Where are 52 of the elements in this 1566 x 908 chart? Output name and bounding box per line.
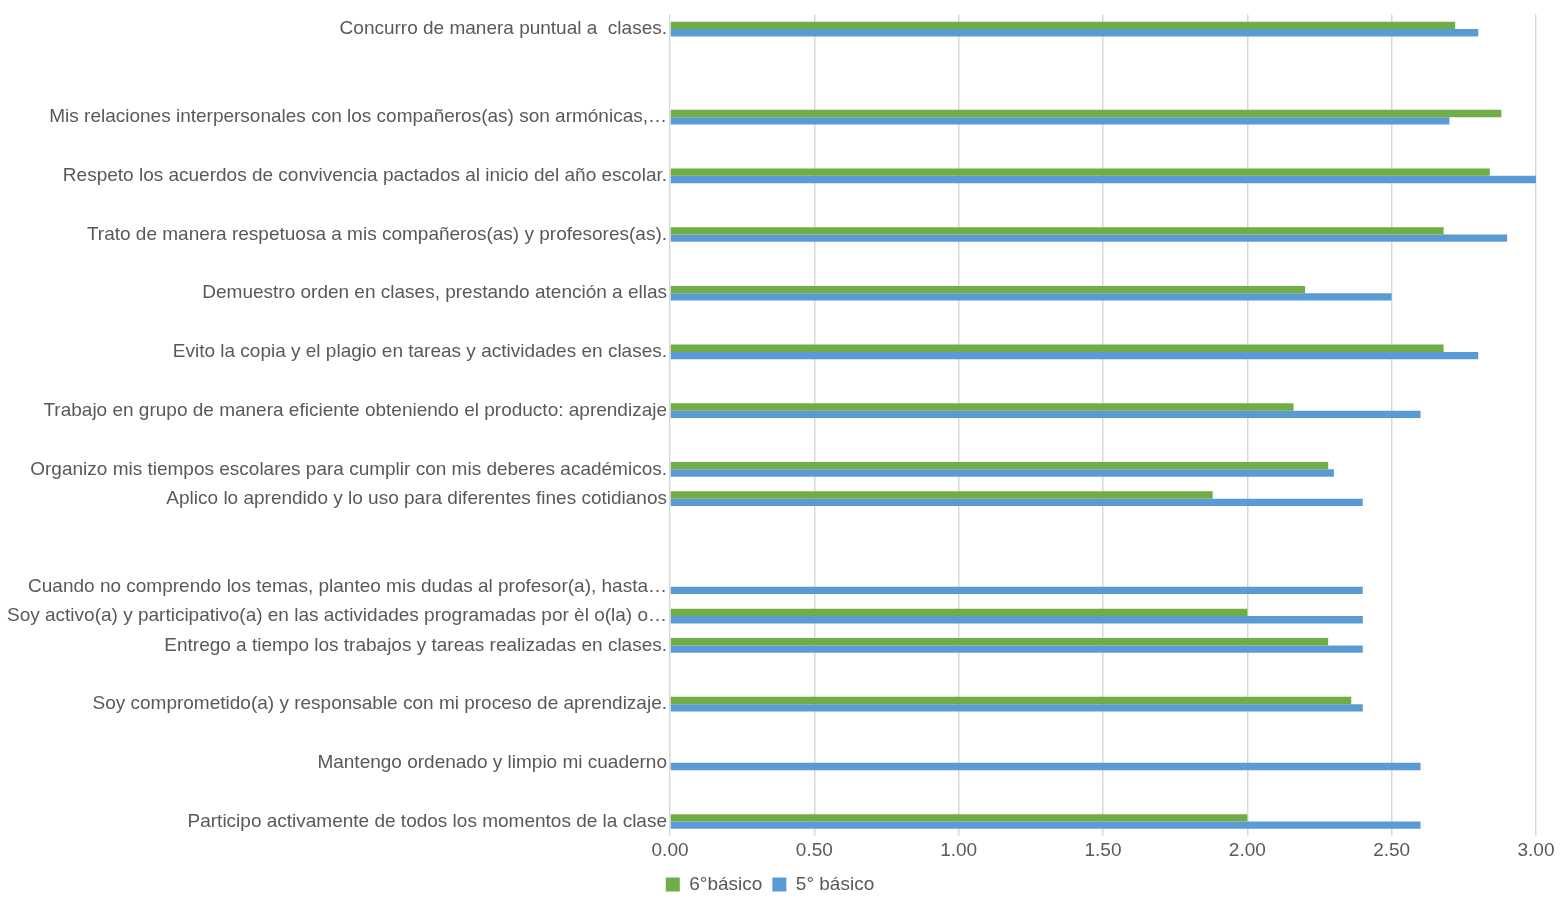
y-tick-label: Demuestro orden en clases, prestando atención a ellas [202, 281, 668, 303]
x-tick-label: 2.50 [1373, 838, 1411, 860]
bar [670, 704, 1363, 712]
bar [670, 351, 1479, 360]
bar [670, 461, 1329, 470]
legend-label: 6°básico [689, 872, 763, 894]
bar [670, 285, 1306, 294]
y-tick-label: Concurro de manera puntual a clases. [339, 17, 668, 39]
bar [670, 821, 1421, 829]
bar [670, 168, 1490, 176]
bar [670, 498, 1363, 507]
bar [670, 491, 1213, 499]
bar [670, 109, 1502, 118]
y-tick-label: Soy comprometido(a) y responsable con mi proceso de aprendizaje. [92, 692, 668, 714]
bar [670, 227, 1444, 235]
bar [670, 608, 1248, 617]
x-tick-label: 0.50 [795, 838, 833, 860]
bar [670, 645, 1363, 653]
bar [670, 21, 1456, 30]
bar [670, 469, 1334, 477]
bar [670, 586, 1363, 595]
bar [670, 234, 1508, 242]
bar [670, 344, 1444, 352]
x-tick-label: 3.00 [1517, 838, 1555, 860]
bar [670, 814, 1248, 822]
y-tick-label: Aplico lo aprendido y lo uso para diferentes fines cotidianos [166, 486, 668, 508]
x-tick-label: 0.00 [651, 838, 689, 860]
bar [670, 696, 1352, 705]
bar [670, 293, 1392, 301]
bar [670, 638, 1329, 646]
y-tick-label: Respeto los acuerdos de convivencia pactados al inicio del año escolar. [62, 164, 668, 186]
y-tick-label: Trato de manera respetuosa a mis compañeros(as) y profesores(as). [86, 222, 668, 244]
bar [670, 403, 1294, 411]
bar [670, 616, 1363, 624]
y-tick-label: Evito la copia y el plagio en tareas y actividades en clases. [172, 340, 668, 362]
y-tick-label: Soy activo(a) y participativo(a) en las actividades programadas por èl o(la) o… [6, 604, 668, 626]
y-tick-label: Trabajo en grupo de manera eficiente obteniendo el producto: aprendizaje [43, 398, 668, 420]
bar [670, 175, 1536, 184]
bar [670, 29, 1479, 37]
y-tick-label: Mis relaciones interpersonales con los compañeros(as) son armónicas,… [49, 105, 668, 127]
y-tick-label: Mantengo ordenado y limpio mi cuaderno [317, 751, 668, 773]
bar [670, 117, 1450, 125]
bar [670, 410, 1421, 418]
y-tick-label: Entrego a tiempo los trabajos y tareas realizadas en clases. [164, 633, 668, 655]
y-tick-label: Participo activamente de todos los momentos de la clase [187, 809, 668, 831]
x-tick-label: 1.50 [1084, 838, 1122, 860]
y-tick-label: Cuando no comprendo los temas, planteo mis dudas al profesor(a), hasta… [28, 574, 668, 596]
x-tick-label: 2.00 [1228, 838, 1266, 860]
bar [670, 762, 1421, 771]
x-tick-label: 1.00 [940, 838, 978, 860]
y-tick-label: Organizo mis tiempos escolares para cumplir con mis deberes académicos. [30, 457, 668, 479]
legend-label: 5° básico [795, 872, 875, 894]
